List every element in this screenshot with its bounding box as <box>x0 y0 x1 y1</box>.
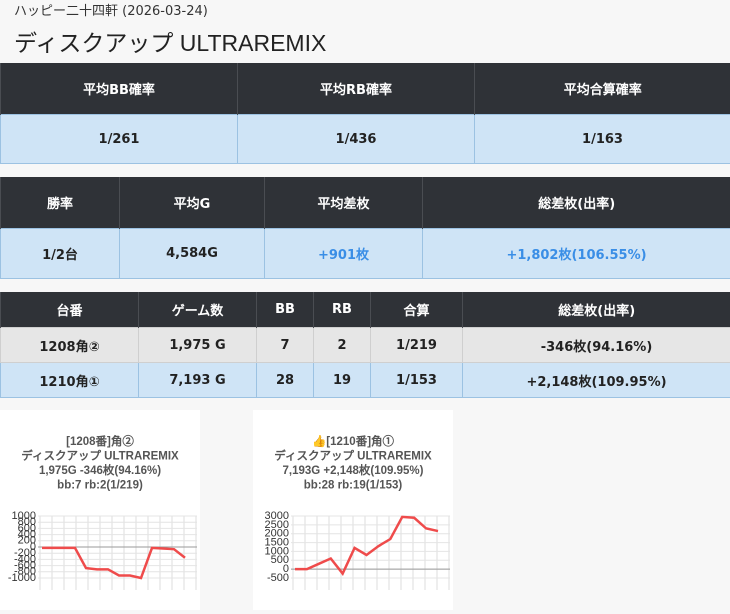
cell: +901枚 <box>265 229 423 279</box>
data-line <box>295 517 438 574</box>
chart-title-line: 👍[1210番]角① <box>312 434 395 448</box>
header-cell: 平均G <box>120 177 265 229</box>
chart-title-line: ディスクアップ ULTRAREMIX <box>21 449 179 463</box>
chart-title-line: 1,975G -346枚(94.16%) <box>39 463 161 477</box>
cell: 1/2台 <box>1 229 120 279</box>
chart-title-line: bb:7 rb:2(1/219) <box>57 480 143 492</box>
chart-title-line: ディスクアップ ULTRAREMIX <box>274 449 432 463</box>
chart-title-line: bb:28 rb:19(1/153) <box>304 480 403 492</box>
header-cell: 勝率 <box>1 177 120 229</box>
header-row: 平均BB確率平均RB確率平均合算確率 <box>1 63 730 115</box>
cell: 1,975 G <box>139 328 257 363</box>
cell: 4,584G <box>120 229 265 279</box>
header-cell: 総差枚(出率) <box>423 177 730 229</box>
cell: 1/153 <box>371 363 463 398</box>
header-cell: 平均BB確率 <box>1 63 238 115</box>
header-cell: 平均RB確率 <box>238 63 475 115</box>
cell: 2 <box>314 328 371 363</box>
header-cell: 台番 <box>1 292 139 328</box>
cell: -346枚(94.16%) <box>463 328 730 363</box>
cell: 1/163 <box>475 115 730 164</box>
header-cell: 平均差枚 <box>265 177 423 229</box>
header-cell: 平均合算確率 <box>475 63 730 115</box>
header-cell: BB <box>257 292 314 328</box>
chart-title-line: 7,193G +2,148枚(109.95%) <box>283 463 424 477</box>
cell: +2,148枚(109.95%) <box>463 363 730 398</box>
cell: 7,193 G <box>139 363 257 398</box>
cell: 28 <box>257 363 314 398</box>
y-tick-label: 1000 <box>12 510 36 522</box>
cell: 1208角② <box>1 328 139 363</box>
header-cell: 合算 <box>371 292 463 328</box>
subtitle: ハッピー二十四軒 (2026-03-24) <box>14 0 208 19</box>
header-cell: 総差枚(出率) <box>463 292 730 328</box>
cell: 1/261 <box>1 115 238 164</box>
title: ディスクアップ ULTRAREMIX <box>14 24 326 58</box>
cell: 1210角① <box>1 363 139 398</box>
chart-title-line: [1208番]角② <box>66 434 134 448</box>
cell: 7 <box>257 328 314 363</box>
cell: 19 <box>314 363 371 398</box>
cell: 1/436 <box>238 115 475 164</box>
header-cell: RB <box>314 292 371 328</box>
header-cell: ゲーム数 <box>139 292 257 328</box>
cell: +1,802枚(106.55%) <box>423 229 730 279</box>
data-line <box>42 548 185 578</box>
y-tick-label: 3000 <box>265 510 289 522</box>
cell: 1/219 <box>371 328 463 363</box>
